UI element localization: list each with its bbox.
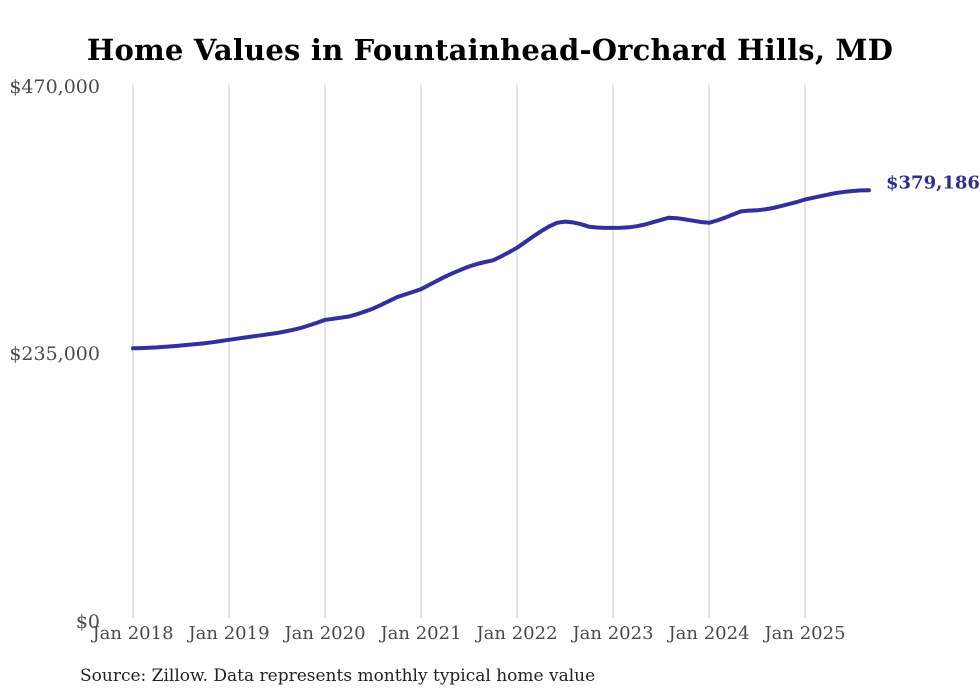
y-tick-470000: $470,000 [9,76,100,98]
x-tick-jan-2023: Jan 2023 [572,623,654,644]
y-tick-235000: $235,000 [9,343,100,365]
current-value-label: $379,186 [886,172,980,194]
x-tick-jan-2020: Jan 2020 [284,623,366,644]
home-value-line [131,188,871,351]
y-tick-0: $0 [75,611,100,633]
x-tick-jan-2022: Jan 2022 [476,623,558,644]
x-tick-jan-2019: Jan 2019 [188,623,270,644]
source-note: Source: Zillow. Data represents monthly … [80,666,596,686]
chart-title: Home Values in Fountainhead-Orchard Hill… [86,33,894,67]
x-tick-jan-2018: Jan 2018 [92,623,174,644]
x-tick-jan-2021: Jan 2021 [380,623,462,644]
x-tick-jan-2025: Jan 2025 [764,623,846,644]
x-tick-jan-2024: Jan 2024 [668,623,750,644]
